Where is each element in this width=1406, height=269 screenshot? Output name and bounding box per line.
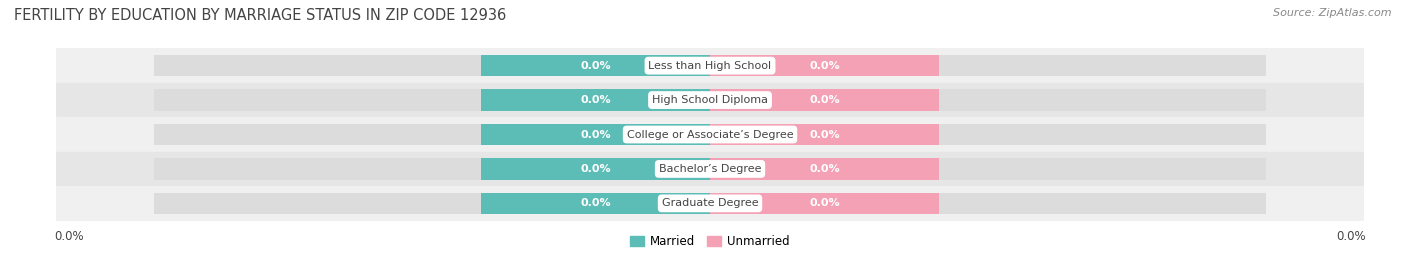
Bar (56, 186, 1364, 221)
Text: Source: ZipAtlas.com: Source: ZipAtlas.com (1274, 8, 1392, 18)
Bar (155, 193, 1265, 214)
Bar (710, 89, 939, 111)
Bar (155, 55, 1265, 76)
Text: 0.0%: 0.0% (581, 198, 612, 208)
Text: 0.0%: 0.0% (581, 164, 612, 174)
Text: FERTILITY BY EDUCATION BY MARRIAGE STATUS IN ZIP CODE 12936: FERTILITY BY EDUCATION BY MARRIAGE STATU… (14, 8, 506, 23)
Bar (481, 158, 710, 180)
Bar (481, 89, 710, 111)
Bar (155, 158, 1265, 180)
Bar (481, 55, 710, 76)
Text: 0.0%: 0.0% (808, 95, 839, 105)
Bar (56, 152, 1364, 186)
Bar (481, 124, 710, 145)
Bar (56, 48, 1364, 83)
Legend: Married, Unmarried: Married, Unmarried (626, 230, 794, 253)
Text: Bachelor’s Degree: Bachelor’s Degree (659, 164, 761, 174)
Bar (56, 83, 1364, 117)
Text: College or Associate’s Degree: College or Associate’s Degree (627, 129, 793, 140)
Bar (56, 117, 1364, 152)
Text: Graduate Degree: Graduate Degree (662, 198, 758, 208)
Bar (155, 89, 1265, 111)
Text: 0.0%: 0.0% (581, 95, 612, 105)
Text: 0.0%: 0.0% (581, 129, 612, 140)
Text: 0.0%: 0.0% (808, 164, 839, 174)
Bar (710, 55, 939, 76)
Bar (710, 193, 939, 214)
Text: 0.0%: 0.0% (808, 198, 839, 208)
Bar (481, 193, 710, 214)
Text: 0.0%: 0.0% (808, 129, 839, 140)
Text: 0.0%: 0.0% (808, 61, 839, 71)
Bar (710, 124, 939, 145)
Bar (155, 124, 1265, 145)
Bar (710, 158, 939, 180)
Text: High School Diploma: High School Diploma (652, 95, 768, 105)
Text: Less than High School: Less than High School (648, 61, 772, 71)
Text: 0.0%: 0.0% (581, 61, 612, 71)
